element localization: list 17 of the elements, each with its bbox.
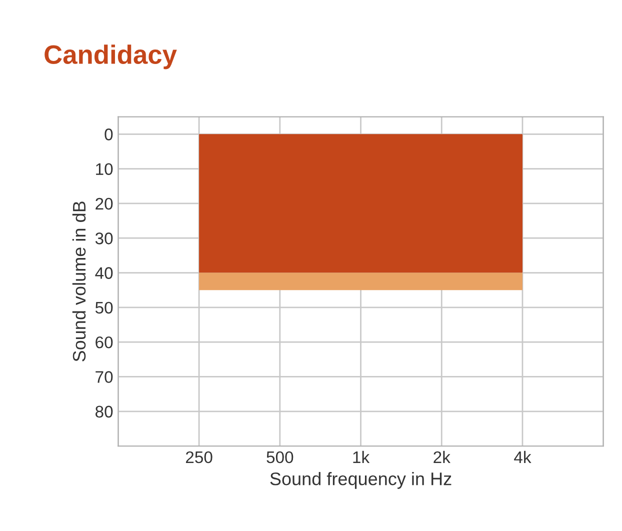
x-tick-label: 500 bbox=[266, 451, 294, 464]
y-tick-label: 10 bbox=[96, 163, 113, 176]
y-tick-label: 50 bbox=[95, 302, 113, 314]
y-tick-label: 80 bbox=[96, 406, 113, 418]
x-axis-title: Sound frequency in Hz bbox=[270, 472, 452, 489]
y-axis-title: Sound volume in dB bbox=[72, 202, 86, 362]
x-tick-label: 250 bbox=[186, 451, 212, 464]
y-tick-label: 70 bbox=[96, 371, 113, 383]
y-tick-label: 40 bbox=[95, 267, 113, 279]
y-tick-label: 0 bbox=[104, 128, 113, 140]
chart-title: Candidacy bbox=[44, 44, 177, 70]
y-tick-label: 30 bbox=[95, 232, 113, 244]
y-tick-label: 60 bbox=[96, 336, 113, 348]
y-tick-label: 20 bbox=[96, 198, 113, 210]
x-tick-label: 1k bbox=[353, 450, 370, 463]
x-tick-label: 4k bbox=[514, 450, 532, 463]
x-tick-label: 2k bbox=[434, 450, 450, 463]
